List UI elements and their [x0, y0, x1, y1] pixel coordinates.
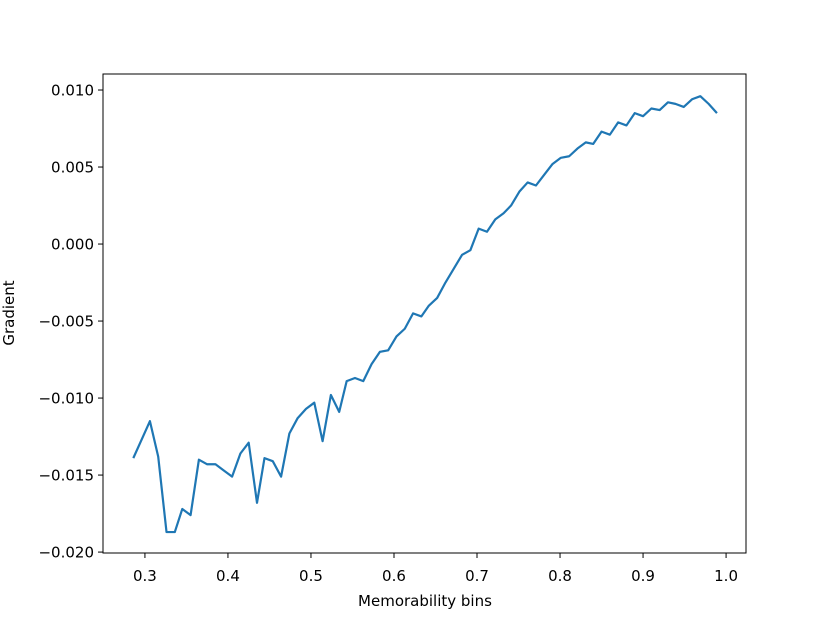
x-tick-label: 1.0	[714, 567, 738, 585]
y-axis-label: Gradient	[0, 280, 18, 345]
y-tick-label: 0.010	[51, 82, 94, 100]
x-axis-label: Memorability bins	[358, 592, 492, 610]
y-tick-label: −0.015	[38, 467, 94, 485]
plot-frame	[102, 73, 747, 554]
y-tick-label: −0.010	[38, 390, 94, 408]
data-line	[132, 95, 718, 534]
x-tick-label: 0.4	[216, 567, 240, 585]
x-tick-label: 0.7	[465, 567, 489, 585]
y-tick-label: −0.005	[38, 313, 94, 331]
y-tick-label: 0.005	[51, 159, 94, 177]
x-tick-label: 0.5	[299, 567, 323, 585]
x-tick-label: 0.9	[631, 567, 655, 585]
y-tick-label: 0.000	[51, 236, 94, 254]
x-tick-label: 0.6	[382, 567, 406, 585]
y-tick-label: −0.020	[38, 544, 94, 562]
x-tick-label: 0.8	[548, 567, 572, 585]
x-tick-label: 0.3	[133, 567, 157, 585]
